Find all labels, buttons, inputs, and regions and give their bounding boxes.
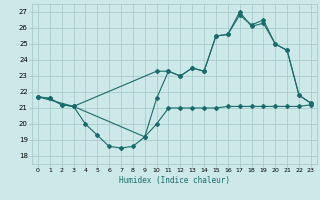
X-axis label: Humidex (Indice chaleur): Humidex (Indice chaleur): [119, 176, 230, 185]
